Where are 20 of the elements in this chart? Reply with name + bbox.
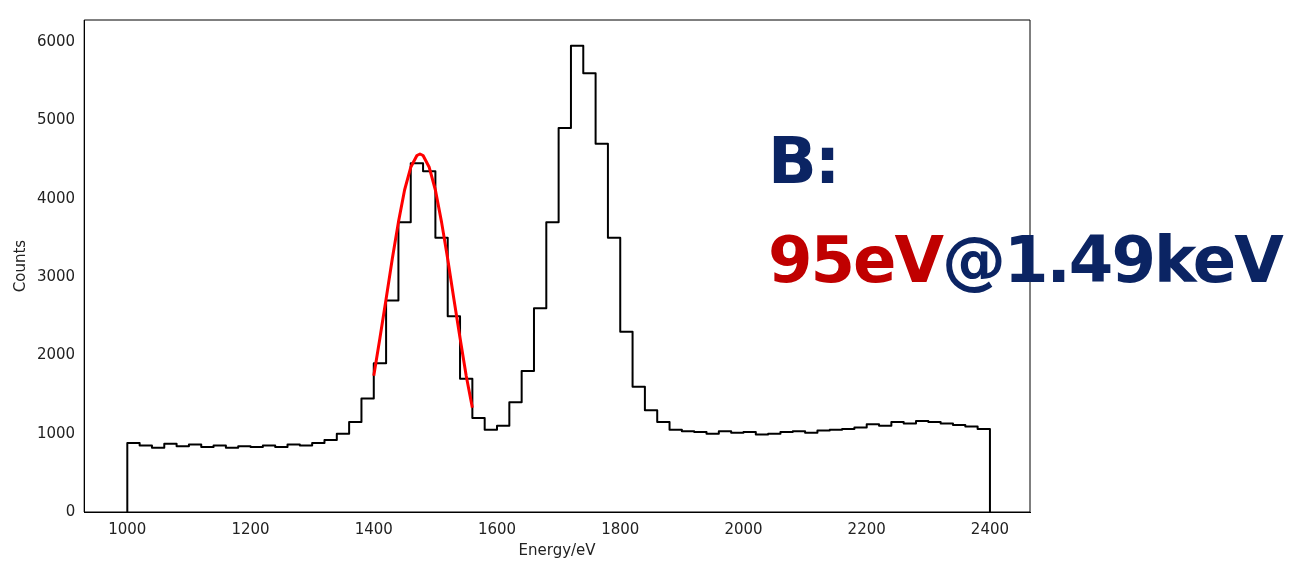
y-tick-label: 3000	[36, 266, 76, 285]
y-tick-label: 0	[65, 501, 76, 520]
x-tick-label: 2200	[847, 519, 886, 538]
annotation: B:	[768, 124, 839, 198]
y-tick-label: 5000	[36, 110, 76, 129]
annotation: @1.49keV	[942, 223, 1282, 297]
annotation: 95eV	[768, 223, 942, 297]
y-tick-label: 6000	[36, 31, 76, 50]
x-axis-title: Energy/eV	[518, 540, 597, 559]
x-tick-label: 1600	[477, 519, 517, 538]
x-tick-label: 1000	[108, 519, 147, 538]
x-tick-label: 1800	[601, 519, 640, 538]
x-tick-label: 1200	[231, 519, 270, 538]
y-axis-title: Counts	[10, 239, 29, 293]
y-tick-label: 1000	[36, 423, 76, 442]
y-tick-label: 2000	[36, 345, 76, 364]
x-tick-label: 2000	[724, 519, 763, 538]
x-tick-label: 1400	[354, 519, 393, 538]
x-tick-label: 2400	[970, 519, 1010, 538]
y-tick-label: 4000	[36, 188, 76, 207]
